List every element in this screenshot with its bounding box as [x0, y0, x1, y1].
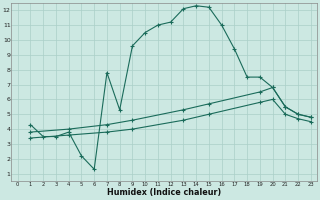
X-axis label: Humidex (Indice chaleur): Humidex (Indice chaleur): [107, 188, 221, 197]
